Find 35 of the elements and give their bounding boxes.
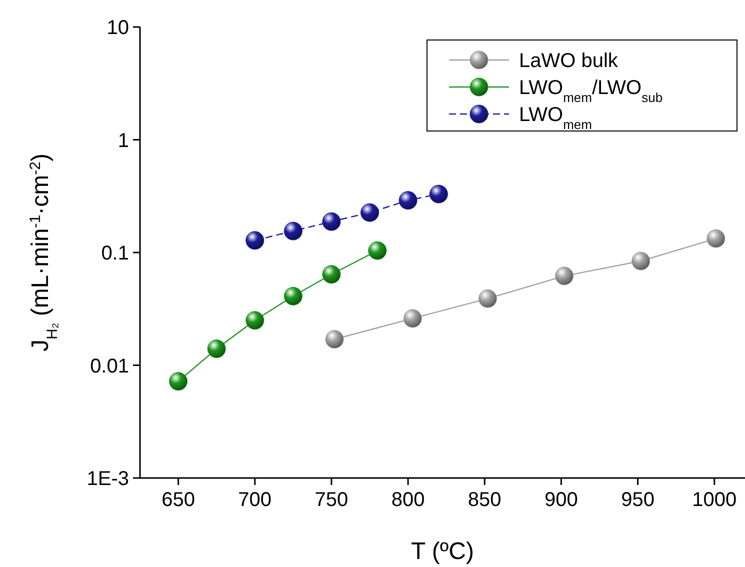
y-tick-label: 0.1 <box>101 242 129 264</box>
legend-label: LWO$_{mem}$ <box>519 104 592 132</box>
point <box>403 309 422 328</box>
y-tick-label: 1E-3 <box>86 468 129 490</box>
point <box>322 265 341 284</box>
point <box>632 252 650 270</box>
point <box>706 229 726 248</box>
x-tick-label: 750 <box>314 489 348 511</box>
point <box>478 289 497 308</box>
point <box>555 266 574 286</box>
x-tick-label: 650 <box>162 489 195 511</box>
y-tick-label: 1 <box>118 130 129 152</box>
x-tick-label: 850 <box>468 489 502 511</box>
point <box>360 203 379 222</box>
point <box>398 191 418 210</box>
point <box>368 241 387 260</box>
point <box>169 372 188 391</box>
legend-label: LaWO bulk <box>519 50 619 72</box>
x-axis-title: T (ºC) <box>411 538 474 565</box>
x-tick-label: 700 <box>238 489 272 511</box>
point <box>284 286 302 306</box>
point <box>322 212 341 231</box>
point <box>429 184 448 204</box>
y-tick-label: 10 <box>106 17 129 39</box>
x-tick-label: 900 <box>544 489 578 511</box>
legend-label: LWO$_{mem}$/LWO$_{sub}$ <box>519 77 663 104</box>
point <box>246 231 264 250</box>
y-tick-label: 0.01 <box>90 355 129 378</box>
point <box>207 340 226 358</box>
x-tick-label: 950 <box>621 489 654 511</box>
point <box>246 311 264 330</box>
x-tick-label: 800 <box>391 489 425 511</box>
point <box>325 330 344 349</box>
x-tick-label: 1000 <box>692 489 737 511</box>
point <box>284 222 302 240</box>
